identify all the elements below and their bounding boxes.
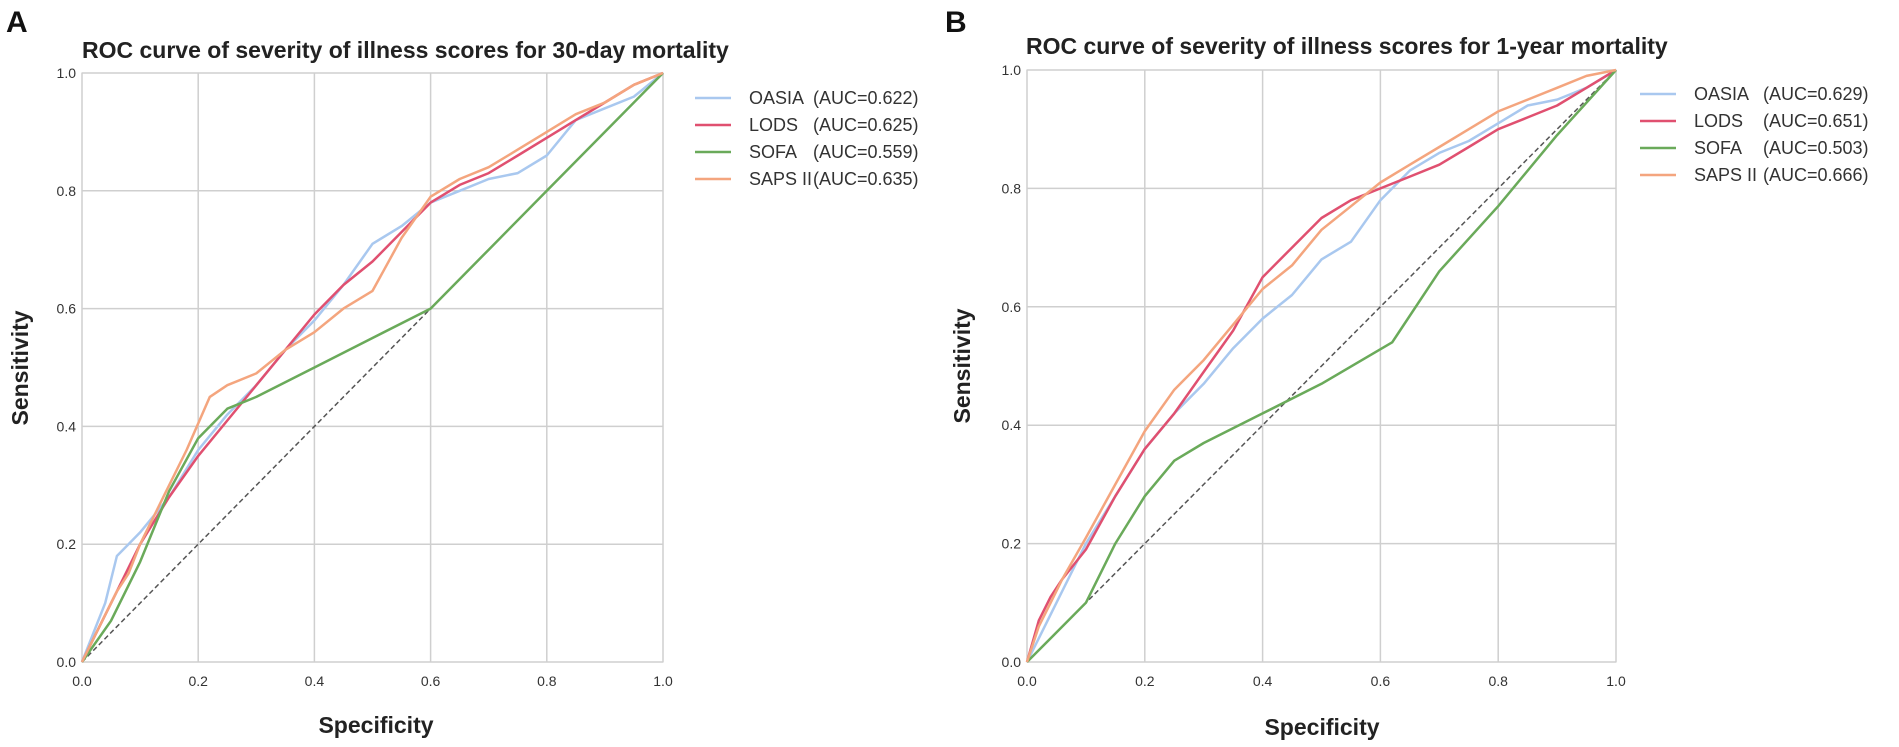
- panel-b: B ROC curve of severity of illness score…: [945, 6, 1869, 740]
- x-tick-label: 0.8: [1488, 673, 1508, 689]
- x-tick-label: 0.2: [188, 673, 208, 689]
- legend-auc-sofa: (AUC=0.503): [1763, 138, 1869, 158]
- legend-auc-oasia: (AUC=0.622): [813, 88, 919, 108]
- series-line-sofa: [1026, 69, 1617, 663]
- y-tick-label: 0.2: [57, 536, 77, 552]
- panel-letter-a: A: [6, 6, 28, 39]
- y-tick-label: 1.0: [57, 65, 77, 81]
- x-tick-label: 0.4: [305, 673, 325, 689]
- legend-label-sofa: SOFA: [1694, 138, 1742, 158]
- panel-letter-b: B: [945, 6, 967, 39]
- series-group-a: [80, 71, 664, 663]
- x-tick-label: 0.2: [1135, 673, 1155, 689]
- y-tick-label: 0.6: [57, 301, 77, 317]
- reference-line-b: [1026, 69, 1617, 663]
- x-tick-label: 0.6: [421, 673, 441, 689]
- x-tick-label: 0.0: [1017, 673, 1037, 689]
- legend-auc-oasia: (AUC=0.629): [1763, 84, 1869, 104]
- legend-label-lods: LODS: [749, 115, 798, 135]
- legend-label-saps-ii: SAPS II: [1694, 165, 1757, 185]
- y-tick-label: 0.8: [57, 183, 77, 199]
- series-line-oasia: [80, 72, 664, 663]
- y-tick-label: 0.4: [1002, 417, 1022, 433]
- y-axis-label-b: Sensitivity: [949, 308, 975, 423]
- panel-a: A ROC curve of severity of illness score…: [6, 6, 919, 738]
- legend-label-sofa: SOFA: [749, 142, 797, 162]
- series-line-sofa: [80, 72, 664, 663]
- y-tick-label: 0.0: [57, 654, 77, 670]
- legend-a: OASIA (AUC=0.622) LODS (AUC=0.625) SOFA (AUC=…: [695, 88, 919, 189]
- series-line-lods: [80, 71, 664, 663]
- series-group-b: [1025, 68, 1617, 663]
- diagonal-reference-line: [1026, 69, 1617, 663]
- legend-auc-saps-ii: (AUC=0.666): [1763, 165, 1869, 185]
- legend-label-lods: LODS: [1694, 111, 1743, 131]
- y-tick-label: 0.0: [1002, 654, 1022, 670]
- chart-title-a: ROC curve of severity of illness scores …: [82, 37, 729, 63]
- x-tick-label: 0.0: [72, 673, 92, 689]
- x-tick-label: 1.0: [1606, 673, 1626, 689]
- tick-labels-b: 0.0 0.2 0.4 0.6 0.8 1.0 0.0 0.2 0.4 0.6 0.8 1.0: [1002, 62, 1626, 689]
- legend-auc-sofa: (AUC=0.559): [813, 142, 919, 162]
- legend-auc-lods: (AUC=0.625): [813, 115, 919, 135]
- series-line-lods: [1025, 68, 1617, 663]
- x-axis-label-b: Specificity: [1264, 714, 1379, 740]
- x-tick-label: 0.4: [1253, 673, 1273, 689]
- x-axis-label-a: Specificity: [318, 712, 433, 738]
- series-line-saps-ii: [1025, 68, 1617, 663]
- gridlines-a: [81, 72, 664, 663]
- y-tick-label: 0.2: [1002, 536, 1022, 552]
- y-tick-label: 1.0: [1002, 62, 1022, 78]
- x-tick-label: 1.0: [653, 673, 673, 689]
- x-tick-label: 0.8: [537, 673, 557, 689]
- x-tick-label: 0.6: [1371, 673, 1391, 689]
- y-axis-label-a: Sensitivity: [7, 310, 33, 425]
- legend-label-saps-ii: SAPS II: [749, 169, 812, 189]
- gridlines-b: [1026, 69, 1617, 663]
- tick-labels-a: 0.0 0.2 0.4 0.6 0.8 1.0 0.0 0.2 0.4 0.6 0.8 1.0: [57, 65, 673, 689]
- series-line-saps-ii: [80, 71, 664, 663]
- legend-label-oasia: OASIA: [749, 88, 804, 108]
- legend-auc-saps-ii: (AUC=0.635): [813, 169, 919, 189]
- legend-b: OASIA (AUC=0.629) LODS (AUC=0.651) SOFA (AUC=…: [1640, 84, 1869, 185]
- legend-auc-lods: (AUC=0.651): [1763, 111, 1869, 131]
- y-tick-label: 0.6: [1002, 299, 1022, 315]
- chart-title-b: ROC curve of severity of illness scores …: [1026, 33, 1668, 59]
- y-tick-label: 0.8: [1002, 180, 1022, 196]
- legend-label-oasia: OASIA: [1694, 84, 1749, 104]
- y-tick-label: 0.4: [57, 418, 77, 434]
